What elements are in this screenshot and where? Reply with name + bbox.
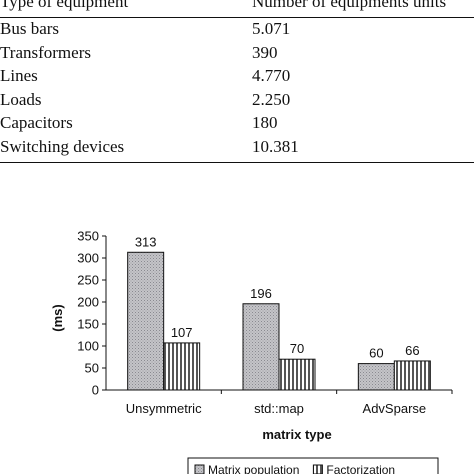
y-tick-label: 0 [92, 383, 99, 398]
bar-factorization [278, 358, 316, 391]
x-category-label: Unsymmetric [126, 401, 202, 416]
table-row: Loads 2.250 [0, 88, 474, 112]
table-row: Capacitors 180 [0, 112, 474, 136]
bar-matrix-population [242, 303, 280, 391]
y-tick-label: 250 [77, 273, 99, 288]
y-tick-label: 50 [85, 361, 99, 376]
x-axis-title: matrix type [262, 427, 331, 442]
bar-value-label: 107 [171, 325, 193, 340]
bar-matrix-population [357, 363, 395, 391]
table-row: Bus bars 5.071 [0, 17, 474, 41]
chart-legend: Matrix population Factorization [187, 457, 439, 474]
bar-matrix-population [127, 251, 165, 391]
table-row: Transformers 390 [0, 41, 474, 65]
legend-swatch [194, 464, 205, 474]
table-cell-count: 390 [252, 42, 278, 62]
bar-factorization [163, 342, 201, 391]
bar-value-label: 196 [250, 286, 272, 301]
y-tick-label: 150 [77, 317, 99, 332]
table-cell-type: Switching devices [0, 135, 252, 163]
table-row: Switching devices 10.381 [0, 135, 474, 163]
y-tick-label: 300 [77, 251, 99, 266]
legend-label: Matrix population [208, 463, 299, 474]
table-cell-count: 5.071 [252, 19, 291, 39]
y-tick-label: 100 [77, 339, 99, 354]
table-cell-count: 2.250 [252, 89, 291, 109]
bar-value-label: 60 [369, 346, 383, 361]
table-header-type: Type of equipment [0, 0, 252, 18]
table-cell-type: Loads [0, 89, 42, 109]
table-cell-count: 4.770 [252, 66, 291, 86]
y-tick-label: 350 [77, 229, 99, 244]
table-cell-type: Transformers [0, 42, 91, 62]
y-tick-label: 200 [77, 295, 99, 310]
y-axis-title: (ms) [50, 304, 65, 331]
table-cell-type: Lines [0, 66, 38, 86]
bar-value-label: 313 [135, 234, 157, 249]
bar-factorization [393, 360, 431, 391]
bar-value-label: 70 [290, 341, 304, 356]
table-cell-type: Capacitors [0, 113, 73, 133]
legend-swatch [312, 464, 323, 474]
table-header-count: Number of equipments units [252, 0, 474, 18]
x-category-label: std::map [254, 401, 304, 416]
table-cell-count: 180 [252, 113, 278, 133]
plot-area: 0 50 100 150 200 250 300 350 Unsymmetric 313 107 st… [77, 229, 453, 416]
table-cell-count: 10.381 [252, 135, 474, 163]
bar-value-label: 66 [405, 343, 419, 358]
table-header-row: Type of equipment Number of equipments u… [0, 0, 474, 18]
x-category-label: AdvSparse [363, 401, 427, 416]
table-cell-type: Bus bars [0, 19, 60, 39]
table-row: Lines 4.770 [0, 65, 474, 89]
legend-label: Factorization [326, 463, 395, 474]
equipment-table: Type of equipment Number of equipments u… [0, 0, 474, 163]
